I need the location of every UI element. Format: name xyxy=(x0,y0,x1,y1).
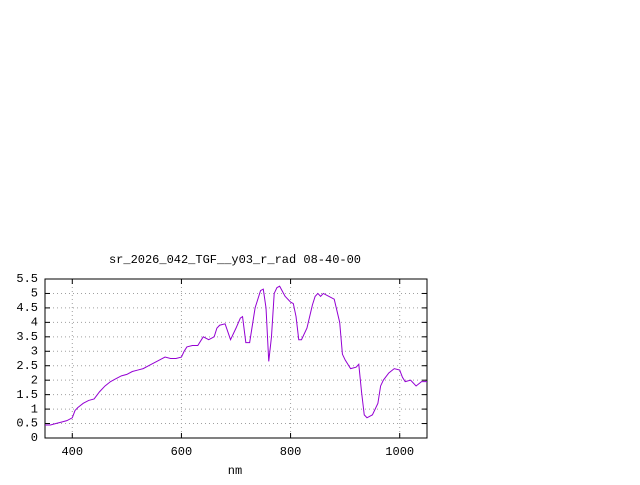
plot-frame xyxy=(44,278,428,439)
data-line xyxy=(45,285,427,426)
y-tick-label: 5.5 xyxy=(16,272,38,286)
y-tick-label: 1 xyxy=(31,402,38,416)
x-tick-label: 800 xyxy=(280,445,302,459)
y-tick-label: 0.5 xyxy=(16,417,38,431)
y-tick-label: 4 xyxy=(31,316,38,330)
y-tick-label: 5 xyxy=(31,287,38,301)
x-tick-label: 1000 xyxy=(385,445,414,459)
y-tick-label: 4.5 xyxy=(16,301,38,315)
y-tick-label: 3 xyxy=(31,344,38,358)
x-axis-label: nm xyxy=(228,464,242,478)
y-tick-label: 2.5 xyxy=(16,359,38,373)
y-tick-label: 2 xyxy=(31,373,38,387)
y-tick-label: 3.5 xyxy=(16,330,38,344)
x-tick-label: 600 xyxy=(171,445,193,459)
y-tick-label: 1.5 xyxy=(16,388,38,402)
y-tick-label: 0 xyxy=(31,431,38,445)
x-tick-label: 400 xyxy=(61,445,83,459)
chart-title: sr_2026_042_TGF__y03_r_rad 08-40-00 xyxy=(109,253,361,267)
